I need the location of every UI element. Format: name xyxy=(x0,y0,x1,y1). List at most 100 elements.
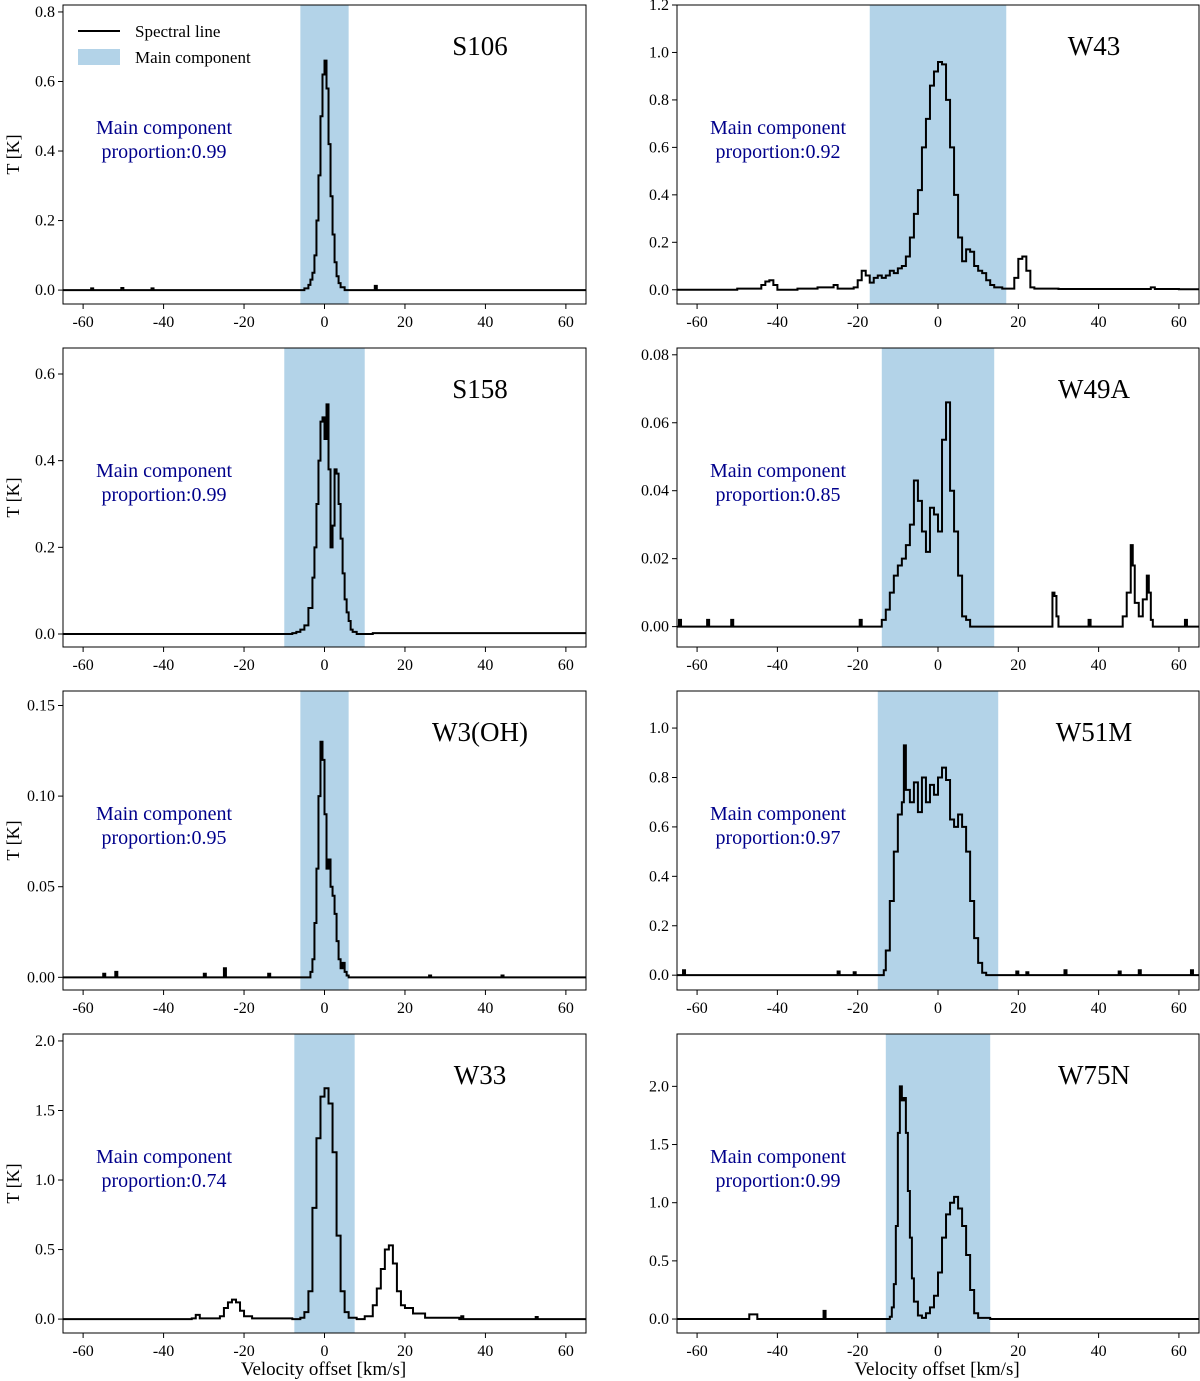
x-tick-label: -20 xyxy=(233,314,254,331)
main-component-band xyxy=(881,348,995,647)
x-tick-label: -20 xyxy=(847,1343,868,1360)
y-tick-label: 0.4 xyxy=(649,868,669,885)
main-component-band xyxy=(294,1034,355,1333)
y-tick-label: 1.0 xyxy=(649,720,669,737)
x-tick-label: 20 xyxy=(1010,1000,1026,1017)
spectral-line xyxy=(677,60,1199,291)
x-tick-label: -20 xyxy=(233,1343,254,1360)
y-tick-label: 0.0 xyxy=(649,282,669,299)
y-tick-label: 0.08 xyxy=(641,347,669,364)
y-tick-label: 1.0 xyxy=(649,1195,669,1212)
x-tick-label: -60 xyxy=(686,1000,707,1017)
panel-title: W33 xyxy=(454,1060,506,1090)
y-tick-label: 0.0 xyxy=(35,626,55,643)
main-component-annotation: proportion:0.95 xyxy=(102,827,227,849)
panel-title: W43 xyxy=(1068,31,1120,61)
x-tick-label: -40 xyxy=(153,657,174,674)
spectral-line xyxy=(63,740,586,979)
x-tick-label: 60 xyxy=(558,314,574,331)
y-tick-label: 0.15 xyxy=(27,697,55,714)
panel-s106: -60 -40 -20 0 20 40 60 0.0 0.2 0.4 0.6 0.8 T [K] S106… xyxy=(3,4,587,331)
y-tick-label: 0.0 xyxy=(649,967,669,984)
x-tick-label: 20 xyxy=(397,314,413,331)
x-tick-label: 60 xyxy=(558,657,574,674)
x-tick-label: 40 xyxy=(477,1343,493,1360)
y-tick-label: 0.4 xyxy=(35,143,55,160)
y-tick-label: 0.5 xyxy=(649,1253,669,1270)
x-tick-label: 40 xyxy=(477,657,493,674)
y-axis-label: T [K] xyxy=(3,1163,23,1203)
x-tick-label: -40 xyxy=(153,1000,174,1017)
y-tick-label: 1.2 xyxy=(649,0,669,14)
spectral-line xyxy=(677,401,1199,628)
x-tick-label: 60 xyxy=(558,1343,574,1360)
x-tick-label: -40 xyxy=(767,314,788,331)
legend: Spectral line Main component xyxy=(78,22,251,67)
main-component-annotation: proportion:0.99 xyxy=(102,141,227,163)
y-tick-label: 0.00 xyxy=(27,969,55,986)
x-axis-label: Velocity offset [km/s] xyxy=(854,1359,1019,1380)
y-tick-label: 2.0 xyxy=(35,1033,55,1050)
main-component-annotation: Main component xyxy=(96,117,233,139)
main-component-band xyxy=(300,5,349,304)
legend-band-swatch xyxy=(78,49,120,65)
main-component-annotation: Main component xyxy=(710,803,847,825)
y-tick-label: 0.8 xyxy=(649,92,669,109)
main-component-annotation: proportion:0.99 xyxy=(102,484,227,506)
x-tick-label: 0 xyxy=(321,1343,329,1360)
x-tick-label: 60 xyxy=(1171,1343,1187,1360)
y-tick-label: 0.10 xyxy=(27,788,55,805)
panel-title: W3(OH) xyxy=(432,717,528,747)
panel-title: W75N xyxy=(1058,1060,1130,1090)
x-tick-label: -60 xyxy=(686,314,707,331)
panel-title: S158 xyxy=(452,374,508,404)
main-component-annotation: Main component xyxy=(710,117,847,139)
x-tick-label: -60 xyxy=(72,1343,93,1360)
x-tick-label: -60 xyxy=(686,1343,707,1360)
main-component-annotation: Main component xyxy=(96,803,233,825)
y-axis-label: T [K] xyxy=(3,820,23,860)
main-component-band xyxy=(284,348,365,647)
y-tick-label: 1.5 xyxy=(35,1102,55,1119)
panel-w75n: -60 -40 -20 0 20 40 60 0.0 0.5 1.0 1.5 2.0 Velocity … xyxy=(649,1033,1200,1380)
x-tick-label: -60 xyxy=(72,1000,93,1017)
y-tick-label: 1.0 xyxy=(35,1172,55,1189)
main-component-annotation: proportion:0.99 xyxy=(716,1170,841,1192)
x-tick-label: 0 xyxy=(934,657,942,674)
x-tick-label: -20 xyxy=(847,1000,868,1017)
x-tick-label: -20 xyxy=(847,657,868,674)
y-tick-label: 0.6 xyxy=(35,73,55,90)
x-tick-label: 40 xyxy=(1091,314,1107,331)
y-tick-label: 0.6 xyxy=(649,139,669,156)
main-component-annotation: proportion:0.97 xyxy=(716,827,841,849)
y-axis-label: T [K] xyxy=(3,134,23,174)
y-tick-label: 0.0 xyxy=(35,1311,55,1328)
y-tick-label: 0.2 xyxy=(649,918,669,935)
x-tick-label: 40 xyxy=(1091,1000,1107,1017)
y-axis-label: T [K] xyxy=(3,477,23,517)
main-component-band xyxy=(300,691,349,990)
y-tick-label: 0.8 xyxy=(35,4,55,21)
x-tick-label: -20 xyxy=(233,657,254,674)
x-tick-label: -40 xyxy=(767,657,788,674)
panel-w49a: -60 -40 -20 0 20 40 60 0.00 0.02 0.04 0.06 0.08 W49A… xyxy=(641,347,1200,674)
main-component-annotation: Main component xyxy=(96,1146,233,1168)
x-tick-label: 0 xyxy=(934,1000,942,1017)
panel-title: W51M xyxy=(1056,717,1133,747)
x-tick-label: -60 xyxy=(686,657,707,674)
x-tick-label: 0 xyxy=(934,314,942,331)
legend-line-label: Spectral line xyxy=(135,22,220,41)
panel-title: W49A xyxy=(1058,374,1130,404)
x-tick-label: 20 xyxy=(397,1000,413,1017)
spectral-line xyxy=(677,744,1199,977)
x-tick-label: 40 xyxy=(1091,657,1107,674)
x-tick-label: 60 xyxy=(1171,314,1187,331)
y-tick-label: 0.05 xyxy=(27,879,55,896)
panel-s158: -60 -40 -20 0 20 40 60 0.0 0.2 0.4 0.6 T [K] S158 Mai… xyxy=(3,347,587,674)
spectral-line xyxy=(677,1085,1199,1321)
panel-w33: -60 -40 -20 0 20 40 60 0.0 0.5 1.0 1.5 2.0 T [K] Velo… xyxy=(3,1033,587,1380)
legend-band-label: Main component xyxy=(135,48,251,67)
main-component-annotation: proportion:0.92 xyxy=(716,141,841,163)
x-tick-label: -40 xyxy=(153,1343,174,1360)
